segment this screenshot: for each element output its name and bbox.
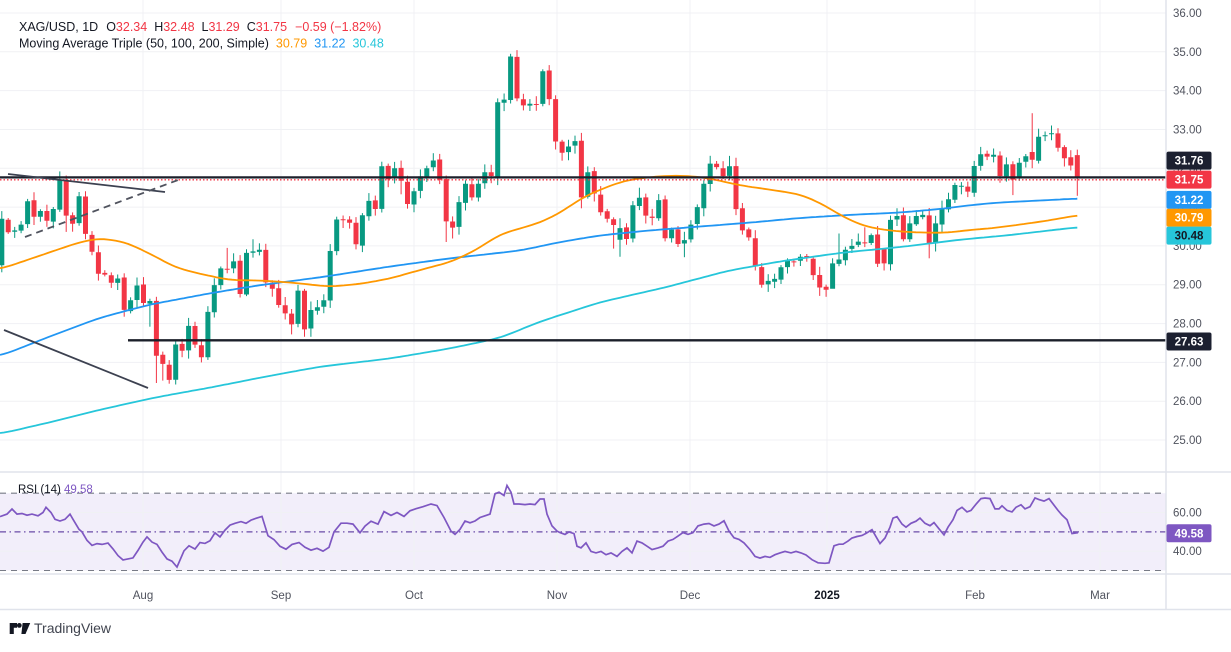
svg-text:TradingView: TradingView bbox=[34, 620, 112, 636]
svg-text:60.00: 60.00 bbox=[1173, 508, 1202, 520]
svg-text:34.00: 34.00 bbox=[1173, 86, 1202, 98]
svg-text:40.00: 40.00 bbox=[1173, 546, 1202, 558]
svg-text:30.79: 30.79 bbox=[1175, 213, 1204, 225]
svg-text:26.00: 26.00 bbox=[1173, 396, 1202, 408]
svg-text:27.00: 27.00 bbox=[1173, 357, 1202, 369]
svg-text:Oct: Oct bbox=[405, 590, 424, 602]
svg-text:Aug: Aug bbox=[133, 590, 153, 602]
svg-text:29.00: 29.00 bbox=[1173, 280, 1202, 292]
svg-text:27.63: 27.63 bbox=[1175, 337, 1204, 349]
svg-text:33.00: 33.00 bbox=[1173, 125, 1202, 137]
svg-text:2025: 2025 bbox=[814, 590, 840, 602]
svg-text:31.76: 31.76 bbox=[1175, 156, 1204, 168]
svg-text:35.00: 35.00 bbox=[1173, 47, 1202, 59]
svg-text:30.48: 30.48 bbox=[1175, 231, 1204, 243]
svg-text:Dec: Dec bbox=[680, 590, 701, 602]
svg-text:Feb: Feb bbox=[965, 590, 985, 602]
svg-text:25.00: 25.00 bbox=[1173, 435, 1202, 447]
svg-text:31.22: 31.22 bbox=[1175, 195, 1204, 207]
svg-text:36.00: 36.00 bbox=[1173, 8, 1202, 20]
svg-text:31.75: 31.75 bbox=[1175, 175, 1204, 187]
svg-text:Moving Average Triple (50, 100: Moving Average Triple (50, 100, 200, Sim… bbox=[19, 37, 384, 51]
svg-text:49.58: 49.58 bbox=[1175, 528, 1204, 540]
svg-text:28.00: 28.00 bbox=[1173, 319, 1202, 331]
svg-text:RSI (14) 49.58: RSI (14) 49.58 bbox=[18, 484, 93, 496]
svg-text:Sep: Sep bbox=[271, 590, 291, 602]
svg-text:Nov: Nov bbox=[547, 590, 568, 602]
svg-text:Mar: Mar bbox=[1090, 590, 1110, 602]
